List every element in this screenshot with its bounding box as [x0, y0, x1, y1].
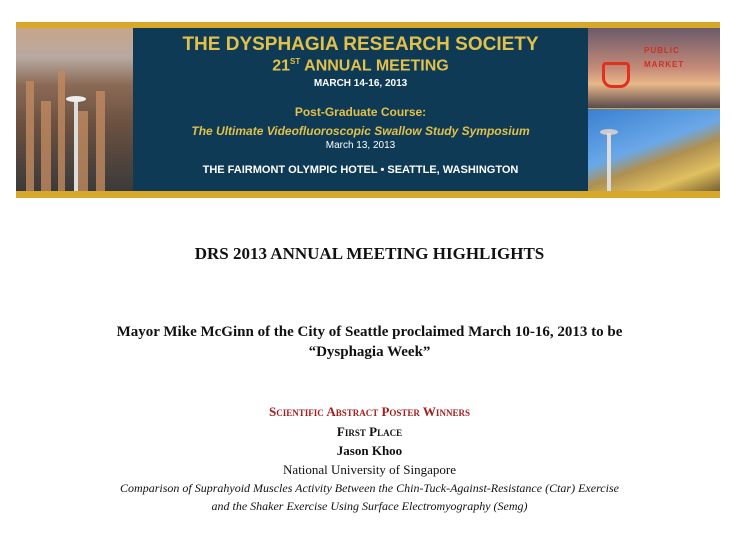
section-heading: Scientific Abstract Poster Winners: [269, 404, 470, 419]
winner-name: Jason Khoo: [336, 443, 403, 458]
meeting-title: 21ST ANNUAL MEETING: [133, 57, 588, 75]
venue: THE FAIRMONT OLYMPIC HOTEL • SEATTLE, WA…: [202, 164, 519, 176]
org-name: THE DYSPHAGIA RESEARCH SOCIETY: [182, 34, 539, 55]
page-heading: DRS 2013 ANNUAL MEETING HIGHLIGHTS: [194, 244, 545, 263]
course-label: Post-Graduate Course:: [294, 105, 427, 119]
meeting-banner: THE DYSPHAGIA RESEARCH SOCIETY 21ST ANNU…: [16, 22, 720, 198]
banner-text-panel: THE DYSPHAGIA RESEARCH SOCIETY 21ST ANNU…: [133, 28, 588, 191]
space-needle-photo: [588, 109, 720, 191]
proclamation-line-1: Mayor Mike McGinn of the City of Seattle…: [116, 324, 623, 340]
poster-title-line-2: and the Shaker Exercise Using Surface El…: [211, 499, 528, 513]
meeting-label: ANNUAL MEETING: [304, 57, 449, 75]
course-title: The Ultimate Videofluoroscopic Swallow S…: [191, 124, 530, 138]
meeting-sup: ST: [290, 57, 301, 66]
proclamation-line-2: “Dysphagia Week”: [308, 344, 431, 360]
seattle-skyline-photo: [16, 28, 133, 191]
poster-title-line-1: Comparison of Suprahyoid Muscles Activit…: [120, 481, 619, 495]
public-market-photo: PUBLIC MARKET: [588, 28, 720, 108]
meeting-dates: MARCH 14-16, 2013: [313, 78, 408, 89]
public-market-sign: PUBLIC MARKET: [644, 46, 685, 69]
place-label: First Place: [336, 424, 403, 439]
meeting-number: 21: [272, 57, 291, 75]
coffee-cup-sign: [602, 62, 630, 88]
course-date: March 13, 2013: [325, 140, 396, 151]
winner-affiliation: National University of Singapore: [283, 462, 456, 477]
